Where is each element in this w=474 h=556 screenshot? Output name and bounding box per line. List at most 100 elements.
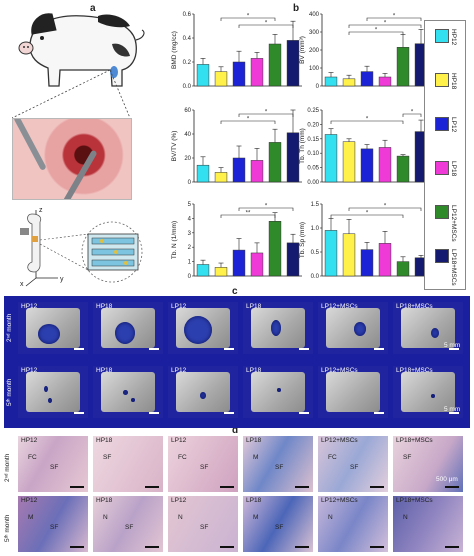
legend-swatch	[435, 161, 449, 175]
ct-image: LP18+MSCs	[393, 366, 463, 418]
chart-1: 0 20 40 60 BV/TV (%) * *	[170, 104, 306, 193]
histology-image: LP12+MSCs N	[318, 496, 388, 552]
y-tick-label: 100	[309, 66, 320, 72]
legend-item: LP12+MSCs	[431, 205, 461, 245]
histology-image: LP12 N SF	[168, 496, 238, 552]
histo-group-label: LP12	[171, 497, 187, 504]
bar-hp18	[214, 71, 228, 87]
ct-group-label: LP12+MSCs	[321, 303, 358, 310]
y-tick-label: 20	[184, 156, 191, 162]
tissue-label: FC	[28, 454, 37, 461]
y-axis-label: BV (mm³)	[299, 36, 306, 64]
scale-bar	[449, 348, 459, 350]
y-tick-label: 40	[184, 132, 191, 138]
significance-bracket	[348, 31, 404, 35]
implant-scheme: z x y	[12, 200, 154, 288]
bar-hp18	[214, 172, 228, 183]
tissue-label: SF	[403, 454, 412, 461]
panel-label-d: d	[232, 425, 239, 436]
y-tick-label: 0.05	[307, 166, 319, 172]
bar-lp18	[250, 58, 264, 87]
chart-4: 0.00 0.05 0.10 0.15 0.20 0.25 Tb. Th (mm) * *	[298, 104, 434, 193]
ct-row-label: 2ⁿᵈ month	[6, 313, 13, 342]
ct-image: HP18	[93, 366, 163, 418]
ct-image: HP12	[18, 366, 88, 418]
histo-row-label: 5ᵗʰ month	[4, 514, 11, 542]
tissue-label: M	[253, 514, 259, 521]
ct-image: HP12	[18, 302, 88, 354]
histo-group-label: LP18+MSCs	[396, 497, 433, 504]
tissue-label: N	[403, 514, 408, 521]
scale-bar	[445, 546, 459, 548]
ct-group-label: LP12	[171, 367, 187, 374]
ct-image: LP12+MSCs	[318, 366, 388, 418]
histo-group-label: LP12	[171, 437, 187, 444]
significance-star: *	[247, 117, 250, 123]
bar-lp12	[232, 157, 246, 183]
scale-bar	[295, 486, 309, 488]
ct-group-label: LP12+MSCs	[321, 367, 358, 374]
bar-lp12	[360, 249, 374, 277]
histology-image: LP12+MSCs FC SF	[318, 436, 388, 492]
axis-y-label: y	[60, 276, 64, 283]
y-axis-label: Tb. N (1/mm)	[171, 221, 178, 259]
legend-label: LP12+MSCs	[450, 205, 457, 242]
bar-lp18	[378, 147, 392, 183]
bar-lp12-mscs	[268, 43, 282, 87]
histology-image: LP18 M SF	[243, 496, 313, 552]
ct-row-label: 5ᵗʰ month	[6, 378, 13, 406]
legend-item: LP18+MSCs	[431, 249, 461, 289]
histology-image: LP18+MSCs SF	[393, 436, 463, 492]
histo-row-label: 2ⁿᵈ month	[4, 453, 11, 482]
tissue-label: SF	[200, 524, 209, 531]
bar-lp12-mscs	[396, 155, 410, 183]
pig-illustration	[12, 4, 154, 92]
bar-hp18	[342, 78, 356, 87]
y-tick-label: 0	[188, 274, 192, 280]
histology-image: HP12 FC SF	[18, 436, 88, 492]
y-tick-label: 0.25	[307, 108, 319, 114]
y-tick-label: 0.2	[183, 60, 192, 66]
scale-bar	[149, 412, 159, 414]
ct-image: LP12	[168, 366, 238, 418]
significance-star: *	[247, 14, 250, 20]
ct-group-label: LP18+MSCs	[396, 367, 433, 374]
scale-bar	[74, 412, 84, 414]
scale-bar	[449, 412, 459, 414]
ct-image: HP18	[93, 302, 163, 354]
y-tick-label: 0.20	[307, 122, 319, 128]
significance-bracket	[220, 17, 276, 21]
bar-lp12-mscs	[268, 142, 282, 183]
axis-x-label: x	[20, 281, 24, 288]
significance-bracket	[238, 207, 294, 211]
ct-group-label: LP12	[171, 303, 187, 310]
tissue-label: SF	[350, 464, 359, 471]
y-tick-label: 3	[188, 231, 192, 237]
y-tick-label: 5	[188, 202, 192, 208]
scale-bar	[374, 412, 384, 414]
bar-lp12-mscs	[396, 261, 410, 277]
ct-group-label: HP18	[96, 303, 113, 310]
significance-bracket	[348, 207, 422, 211]
ct-group-label: LP18	[246, 303, 262, 310]
significance-star: *	[366, 117, 369, 123]
scale-bar	[370, 546, 384, 548]
y-tick-label: 1	[188, 260, 192, 266]
scale-bar	[145, 486, 159, 488]
legend-item: LP12	[431, 117, 461, 157]
histology-panel: 2ⁿᵈ month HP12 FC SF HP18 SF LP12 FC SF LP18 M SF LP…	[4, 434, 470, 554]
y-tick-label: 1.5	[311, 202, 320, 208]
legend-swatch	[435, 29, 449, 43]
y-axis-label: BMD (mg/cc)	[171, 31, 178, 69]
bar-lp18	[250, 252, 264, 277]
ct-group-label: HP18	[96, 367, 113, 374]
histology-image: HP12 M SF	[18, 496, 88, 552]
histo-group-label: LP18+MSCs	[396, 437, 433, 444]
tissue-label: SF	[275, 524, 284, 531]
tissue-label: SF	[103, 454, 112, 461]
histo-group-label: HP18	[96, 437, 113, 444]
significance-star: *	[265, 110, 268, 116]
legend-item: HP12	[431, 29, 461, 69]
bar-lp12-mscs	[268, 221, 282, 277]
y-tick-label: 0	[316, 84, 320, 90]
